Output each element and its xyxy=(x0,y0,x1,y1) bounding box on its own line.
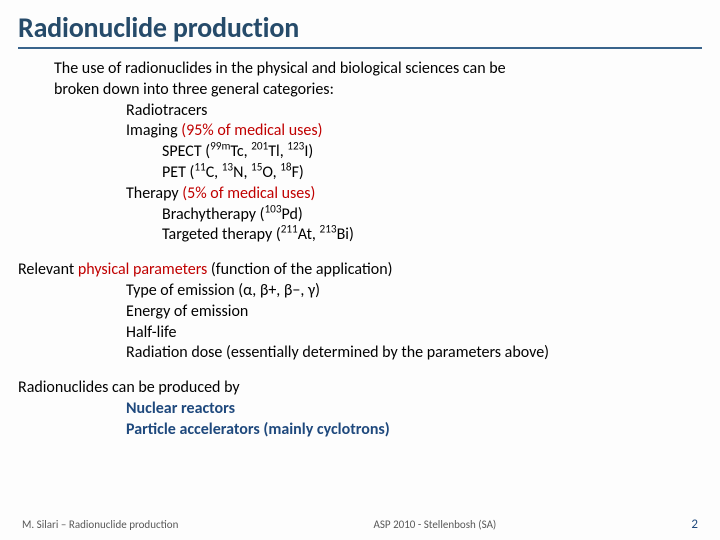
production-intro: Radionuclides can be produced by xyxy=(18,378,702,399)
sup-15: 15 xyxy=(251,161,262,175)
therapy-label: Therapy xyxy=(126,184,182,203)
intro-line-2: broken down into three general categorie… xyxy=(54,80,702,101)
tl-text: Tl, xyxy=(268,142,287,161)
at-text: At, xyxy=(298,225,320,244)
production-block: Radionuclides can be produced by Nuclear… xyxy=(18,378,702,440)
sup-201: 201 xyxy=(251,140,268,154)
sup-213: 213 xyxy=(320,223,337,237)
param-energy: Energy of emission xyxy=(18,302,702,323)
production-reactors: Nuclear reactors xyxy=(18,399,702,420)
sup-103: 103 xyxy=(265,202,282,216)
brachy-label: Brachytherapy ( xyxy=(162,205,265,224)
slide-footer: M. Silari – Radionuclide production ASP … xyxy=(0,517,720,532)
params-b: physical parameters xyxy=(78,260,207,279)
category-radiotracers: Radiotracers xyxy=(54,101,702,122)
footer-center: ASP 2010 - Stellenbosh (SA) xyxy=(373,518,496,531)
category-imaging: Imaging (95% of medical uses) xyxy=(54,121,702,142)
pet-line: PET (11C, 13N, 15O, 18F) xyxy=(54,163,702,184)
therapy-percent: (5% of medical uses) xyxy=(182,184,315,203)
param-emission: Type of emission (α, β+, β−, γ) xyxy=(18,281,702,302)
sup-18: 18 xyxy=(280,161,291,175)
pet-label: PET ( xyxy=(162,163,194,182)
target-label: Targeted therapy ( xyxy=(162,225,281,244)
i-text: I) xyxy=(304,142,313,161)
slide-body: The use of radionuclides in the physical… xyxy=(18,59,702,441)
sup-99m: 99m xyxy=(210,140,230,154)
o-text: O, xyxy=(262,163,280,182)
production-accelerators: Particle accelerators (mainly cyclotrons… xyxy=(18,420,702,441)
parameters-block: Relevant physical parameters (function o… xyxy=(18,260,702,364)
n-text: N, xyxy=(233,163,251,182)
category-therapy: Therapy (5% of medical uses) xyxy=(54,184,702,205)
target-line: Targeted therapy (211At, 213Bi) xyxy=(54,225,702,246)
tc-text: Tc, xyxy=(230,142,251,161)
f-text: F) xyxy=(292,163,304,182)
slide-title: Radionuclide production xyxy=(18,10,702,49)
spect-line: SPECT (99mTc, 201Tl, 123I) xyxy=(54,142,702,163)
c-text: C, xyxy=(206,163,222,182)
sup-13: 13 xyxy=(222,161,233,175)
categories-block: The use of radionuclides in the physical… xyxy=(54,59,702,246)
parameters-intro: Relevant physical parameters (function o… xyxy=(18,260,702,281)
params-c: (function of the application) xyxy=(207,260,392,279)
brachy-line: Brachytherapy (103Pd) xyxy=(54,205,702,226)
param-dose: Radiation dose (essentially determined b… xyxy=(18,343,702,364)
params-a: Relevant xyxy=(18,260,78,279)
param-halflife: Half-life xyxy=(18,323,702,344)
bi-text: Bi) xyxy=(337,225,354,244)
slide-container: Radionuclide production The use of radio… xyxy=(0,0,720,540)
imaging-percent: (95% of medical uses) xyxy=(181,121,322,140)
page-number: 2 xyxy=(691,517,698,532)
footer-left: M. Silari – Radionuclide production xyxy=(22,518,178,531)
sup-211: 211 xyxy=(281,223,298,237)
intro-line-1: The use of radionuclides in the physical… xyxy=(54,59,702,80)
sup-123: 123 xyxy=(287,140,304,154)
imaging-label: Imaging xyxy=(126,121,181,140)
sup-11: 11 xyxy=(194,161,205,175)
pd-text: Pd) xyxy=(282,205,303,224)
spect-label: SPECT ( xyxy=(162,142,210,161)
